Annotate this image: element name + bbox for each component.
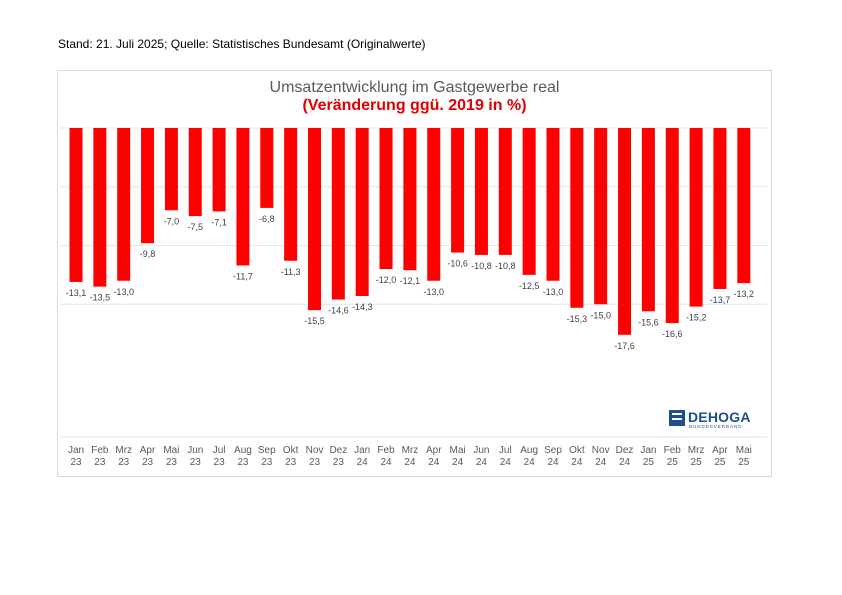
data-label: -13,0: [543, 287, 564, 297]
data-label: -13,0: [113, 287, 134, 297]
x-tick-label: Okt 23: [283, 445, 299, 468]
bar: [737, 128, 751, 284]
x-tick-label: Apr 25: [712, 445, 728, 468]
bar: [69, 128, 83, 282]
x-tick-label: Mrz 25: [688, 445, 705, 468]
x-tick-label: Mai 24: [450, 445, 466, 468]
dehoga-logo: DEHOGA BUNDESVERBAND: [669, 409, 751, 431]
data-label: -12,1: [400, 276, 421, 286]
x-tick-label: Jul 23: [213, 445, 226, 468]
x-tick-label: Jun 23: [187, 445, 203, 468]
dehoga-logo-icon: [669, 410, 685, 426]
data-label: -16,6: [662, 329, 683, 339]
x-tick-label: Mai 25: [736, 445, 752, 468]
x-tick-label: Dez 24: [616, 445, 634, 468]
x-tick-label: Feb 23: [91, 445, 109, 468]
x-tick-label: Jul 24: [499, 445, 512, 468]
x-tick-label: Feb 24: [377, 445, 395, 468]
x-tick-label: Mrz 23: [115, 445, 132, 468]
x-tick-label: Sep 23: [258, 445, 276, 468]
bar: [522, 128, 536, 275]
data-label: -14,6: [328, 306, 349, 316]
bar: [284, 128, 298, 261]
bar: [689, 128, 703, 307]
bar-chart: -13,1 Jan 23 -13,5 Feb 23 -13,0 Mrz 23 -9,8 Apr 23 -…: [60, 127, 767, 468]
bar: [498, 128, 512, 255]
data-label: -17,6: [614, 341, 635, 351]
x-tick-label: Mrz 24: [402, 445, 419, 468]
x-tick-label: Nov 23: [306, 445, 324, 468]
x-tick-label: Dez 23: [329, 445, 347, 468]
data-label: -7,1: [211, 217, 227, 227]
data-label: -7,5: [187, 222, 203, 232]
x-tick-label: Jan 23: [68, 445, 84, 468]
source-note: Stand: 21. Juli 2025; Quelle: Statistisc…: [58, 37, 426, 51]
bar: [331, 128, 345, 300]
data-label: -10,8: [471, 261, 492, 271]
data-label: -15,6: [638, 317, 659, 327]
x-tick-label: Aug 24: [520, 445, 538, 468]
x-tick-label: Sep 24: [544, 445, 562, 468]
x-tick-label: Jan 25: [640, 445, 656, 468]
bar: [164, 128, 178, 211]
bar: [474, 128, 488, 255]
data-label: -10,6: [447, 259, 468, 269]
bar: [594, 128, 608, 305]
bar: [713, 128, 727, 289]
data-label: -10,8: [495, 261, 516, 271]
bar: [641, 128, 655, 312]
data-label: -15,2: [686, 313, 707, 323]
bar: [236, 128, 250, 266]
x-tick-label: Okt 24: [569, 445, 585, 468]
data-label: -11,7: [233, 271, 253, 281]
x-tick-label: Mai 23: [163, 445, 179, 468]
bar: [260, 128, 274, 208]
data-label: -13,5: [90, 293, 111, 303]
bar: [141, 128, 155, 244]
data-label: -6,8: [259, 214, 275, 224]
bar: [451, 128, 465, 253]
data-label: -14,3: [352, 302, 373, 312]
data-label: -11,3: [281, 267, 301, 277]
bar: [117, 128, 131, 281]
chart-container: Umsatzentwicklung im Gastgewerbe real (V…: [57, 70, 772, 477]
bar: [427, 128, 441, 281]
data-label: -13,2: [734, 289, 755, 299]
logo-tagline: BUNDESVERBAND: [689, 424, 743, 429]
bar: [188, 128, 202, 217]
bar: [355, 128, 369, 297]
data-label: -13,0: [423, 287, 444, 297]
data-label: -15,3: [567, 314, 588, 324]
data-label: -13,1: [66, 288, 87, 298]
logo-name: DEHOGA: [688, 409, 751, 425]
bar: [665, 128, 679, 324]
x-tick-label: Jun 24: [473, 445, 489, 468]
x-tick-label: Nov 24: [592, 445, 610, 468]
data-label: -12,0: [376, 275, 397, 285]
x-tick-label: Aug 23: [234, 445, 252, 468]
bar: [570, 128, 584, 308]
chart-subtitle: (Veränderung ggü. 2019 in %): [302, 97, 527, 114]
x-tick-label: Jan 24: [354, 445, 370, 468]
bar: [403, 128, 417, 271]
data-label: -7,0: [164, 216, 180, 226]
x-tick-label: Feb 25: [664, 445, 682, 468]
x-tick-label: Apr 24: [426, 445, 442, 468]
bar: [618, 128, 632, 335]
data-label: -15,5: [304, 316, 325, 326]
bar: [546, 128, 560, 281]
bar: [212, 128, 226, 212]
x-tick-label: Apr 23: [140, 445, 156, 468]
data-label: -13,7: [710, 295, 731, 305]
data-label: -9,8: [140, 249, 156, 259]
bar: [93, 128, 107, 287]
bar: [379, 128, 393, 269]
bar: [308, 128, 321, 311]
data-label: -12,5: [519, 281, 540, 291]
data-label: -15,0: [590, 310, 611, 320]
chart-title: Umsatzentwicklung im Gastgewerbe real: [269, 79, 560, 96]
